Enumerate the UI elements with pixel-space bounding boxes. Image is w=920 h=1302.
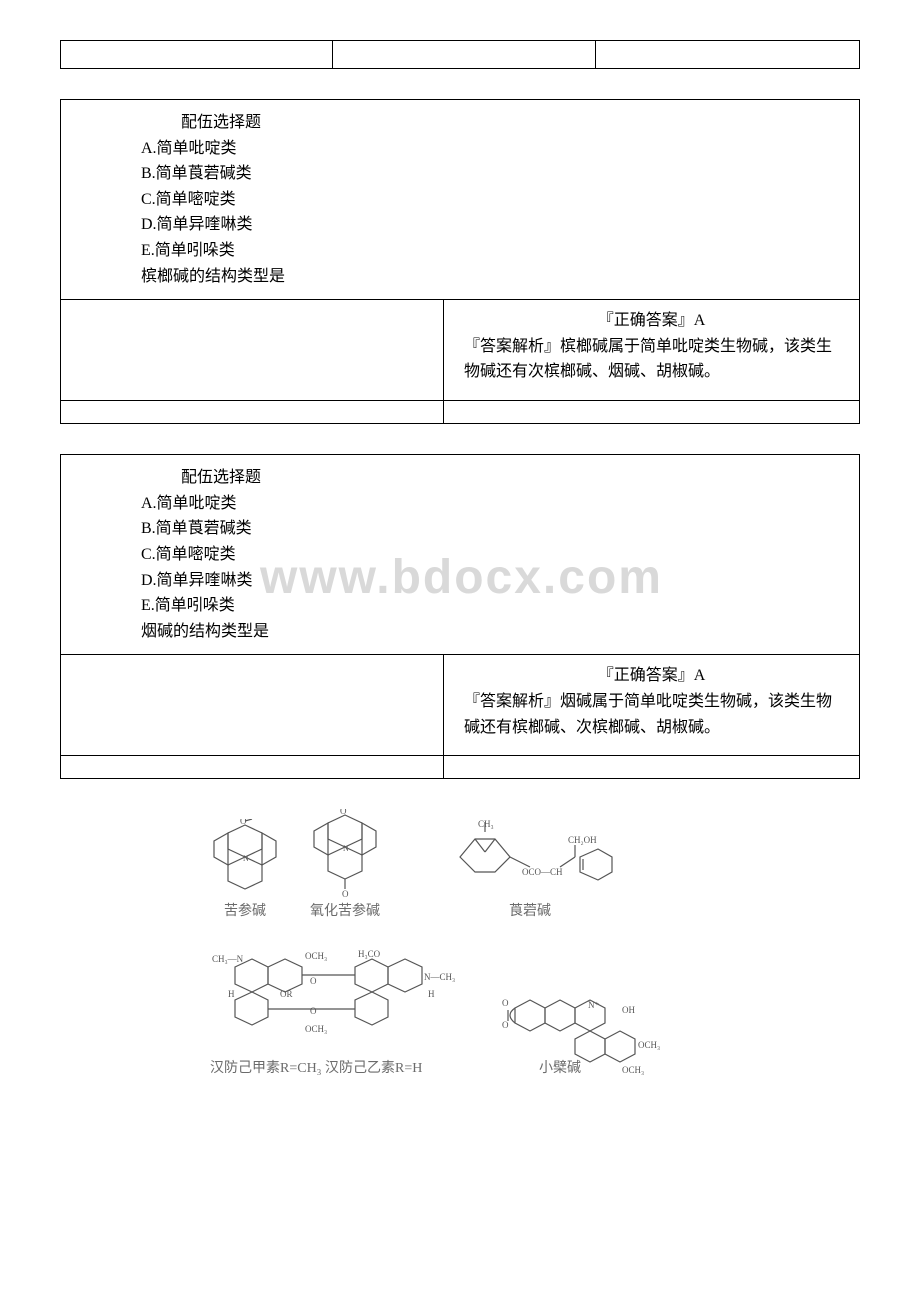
answer-left-cell [61,655,444,755]
svg-text:O: O [310,976,317,986]
och3-1: OCH₃ [305,951,327,961]
svg-text:N⁺: N⁺ [588,1000,599,1010]
footer-right [444,401,859,423]
o-1: O [502,998,509,1008]
h-label: H [428,989,435,999]
option-c: C.简单嘧啶类 [141,542,819,568]
option-c: C.简单嘧啶类 [141,187,819,213]
langdangjian-svg: CH₃ CH₂OH OCO—CH [440,817,620,897]
option-d: D.简单异喹啉类 [141,212,819,238]
answer-1-label: 『正确答案』A [464,308,839,334]
answer-2-text: 『答案解析』烟碱属于简单吡啶类生物碱，该类生物碱还有槟榔碱、次槟榔碱、胡椒碱。 [464,689,839,740]
kushenjian-svg: O N [210,819,280,897]
ch3-label: CH₃ [478,819,494,829]
h3co-label: H₃CO [358,949,381,959]
label-xiaobojian: 小檗碱 [539,1058,581,1080]
n-label: N [343,844,349,853]
o-label: O [240,819,247,826]
svg-text:O: O [310,1006,317,1016]
or-label: OR [280,989,293,999]
question-1-answer-row: 『正确答案』A 『答案解析』槟榔碱属于简单吡啶类生物碱，该类生物碱还有次槟榔碱、… [61,299,859,400]
hanfangji-svg: CH₃—N OCH₃ OR H₃CO N—CH₃ OCH₃ H H O O [210,942,470,1052]
diagram-row-2: CH₃—N OCH₃ OR H₃CO N—CH₃ OCH₃ H H O O 汉防… [210,942,710,1080]
question-2-body: 配伍选择题 A.简单吡啶类 B.简单莨菪碱类 C.简单嘧啶类 D.简单异喹啉类 … [61,455,859,654]
o-bottom: O [342,889,349,897]
option-a: A.简单吡啶类 [141,136,819,162]
chemical-diagrams: O N 苦参碱 O N O 氧化苦参碱 [210,809,710,1080]
diagram-row-1: O N 苦参碱 O N O 氧化苦参碱 [210,809,710,923]
question-1-title: 配伍选择题 [141,110,819,136]
o-label: O [340,809,347,816]
footer-right [444,756,859,778]
option-d: D.简单异喹啉类 [141,568,819,594]
option-a: A.简单吡啶类 [141,491,819,517]
answer-right-cell: 『正确答案』A 『答案解析』烟碱属于简单吡啶类生物碱，该类生物碱还有槟榔碱、次槟… [444,655,859,755]
molecule-langdangjian: CH₃ CH₂OH OCO—CH 莨菪碱 [440,817,620,923]
oco-ch-label: OCO—CH [522,867,563,877]
option-b: B.简单莨菪碱类 [141,161,819,187]
molecule-xiaobojian: O O OH OCH₃ OCH₃ N⁺ 小檗碱 [500,978,670,1080]
molecule-kushenjian: O N 苦参碱 [210,819,280,923]
label-kushenjian: 苦参碱 [224,901,266,923]
label-hanfangji: 汉防己甲素R=CH₃ 汉防己乙素R=H [210,1058,422,1080]
question-2-stem: 烟碱的结构类型是 [141,619,819,645]
och3-a: OCH₃ [638,1040,660,1050]
och3-2: OCH₃ [305,1024,327,1034]
molecule-hanfangji: CH₃—N OCH₃ OR H₃CO N—CH₃ OCH₃ H H O O 汉防… [210,942,470,1080]
option-e: E.简单吲哚类 [141,238,819,264]
och3-b: OCH₃ [622,1065,644,1075]
question-2-answer-row: 『正确答案』A 『答案解析』烟碱属于简单吡啶类生物碱，该类生物碱还有槟榔碱、次槟… [61,654,859,755]
label-yanghuakushenjian: 氧化苦参碱 [310,901,380,923]
footer-left [61,756,444,778]
svg-text:CH₃—N: CH₃—N [212,954,244,964]
question-1-body: 配伍选择题 A.简单吡啶类 B.简单莨菪碱类 C.简单嘧啶类 D.简单异喹啉类 … [61,100,859,299]
h-label2: H [228,989,235,999]
yanghuakushenjian-svg: O N O [310,809,380,897]
option-b: B.简单莨菪碱类 [141,516,819,542]
answer-right-cell: 『正确答案』A 『答案解析』槟榔碱属于简单吡啶类生物碱，该类生物碱还有次槟榔碱、… [444,300,859,400]
ch2oh-label: CH₂OH [568,835,597,845]
header-empty-table [60,40,860,69]
question-2: 配伍选择题 A.简单吡啶类 B.简单莨菪碱类 C.简单嘧啶类 D.简单异喹啉类 … [60,454,860,779]
label-langdangjian: 莨菪碱 [509,901,551,923]
oh-label: OH [622,1005,635,1015]
xiaobojian-svg: O O OH OCH₃ OCH₃ N⁺ [500,978,670,1088]
option-e: E.简单吲哚类 [141,593,819,619]
question-1: 配伍选择题 A.简单吡啶类 B.简单莨菪碱类 C.简单嘧啶类 D.简单异喹啉类 … [60,99,860,424]
svg-text:N—CH₃: N—CH₃ [424,972,455,982]
question-2-footer [61,755,859,778]
question-2-title: 配伍选择题 [141,465,819,491]
molecule-yanghuakushenjian: O N O 氧化苦参碱 [310,809,380,923]
o-2: O [502,1020,509,1030]
answer-2-label: 『正确答案』A [464,663,839,689]
answer-1-text: 『答案解析』槟榔碱属于简单吡啶类生物碱，该类生物碱还有次槟榔碱、烟碱、胡椒碱。 [464,334,839,385]
question-1-stem: 槟榔碱的结构类型是 [141,264,819,290]
answer-left-cell [61,300,444,400]
question-1-footer [61,400,859,423]
n-label: N [243,854,249,863]
footer-left [61,401,444,423]
